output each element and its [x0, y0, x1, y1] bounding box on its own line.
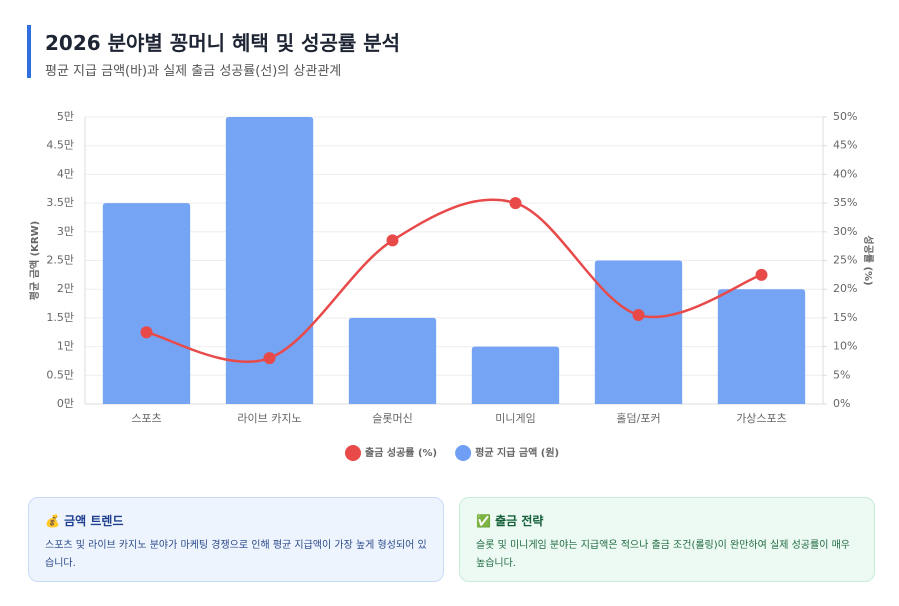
y2-tick-label: 50% [833, 110, 857, 123]
bar [225, 117, 314, 404]
point [509, 197, 522, 210]
chart: 0만 0.5만 1만 1.5만 2만 2.5만 3만 3.5만 4만 4.5만 5만 0% 5% 10% 1… [28, 110, 875, 461]
y-tick-label: 3.5만 [46, 196, 74, 209]
point [140, 326, 153, 339]
legend-label: 평균 지급 금액 (원) [475, 446, 559, 459]
card: ✅ 출금 전략 슬롯 및 미니게임 분야는 지급액은 적으나 출금 조건(롤링)… [459, 497, 875, 582]
y-tick-label: 1만 [57, 340, 74, 353]
y2-tick-label: 0% [833, 397, 850, 410]
point [386, 234, 399, 247]
y2-tick-label: 15% [833, 311, 857, 324]
y-tick-label: 1.5만 [46, 311, 74, 324]
card-text: 슬롯 및 미니게임 분야는 지급액은 적으나 출금 조건(롤링)이 완만하여 실… [476, 540, 850, 569]
x-tick-label: 라이브 카지노 [237, 412, 301, 425]
line [146, 198, 762, 364]
y-tick-label: 0.5만 [46, 368, 74, 381]
y2-axis-label: 성공률 (%) [862, 235, 875, 285]
y-tick-label: 0만 [57, 397, 74, 410]
x-tick-label: 미니게임 [495, 412, 535, 425]
y2-tick-label: 25% [833, 254, 857, 267]
x-tick-label: 가상스포츠 [736, 412, 787, 425]
x-tick-label: 스포츠 [131, 412, 161, 425]
bar [348, 317, 437, 404]
y2-tick-label: 35% [833, 196, 857, 209]
y2-tick-label: 30% [833, 225, 857, 238]
point [755, 268, 768, 281]
y-tick-label: 2.5만 [46, 254, 74, 267]
legend-marker [345, 445, 361, 461]
x-tick-label: 슬롯머신 [372, 412, 412, 425]
chart-title: 2026 분야별 꽁머니 혜택 및 성공률 분석 [45, 31, 401, 55]
y-tick-label: 5만 [57, 110, 74, 123]
legend-label: 출금 성공률 (%) [365, 446, 437, 459]
y2-tick-label: 45% [833, 139, 857, 152]
y2-tick-label: 40% [833, 167, 857, 180]
bar [717, 289, 806, 404]
card: 💰 금액 트렌드 스포츠 및 라이브 카지노 분야가 마케팅 경쟁으로 인해 평… [28, 497, 444, 582]
card-title: 💰 금액 트렌드 [45, 514, 124, 528]
y2-tick-label: 20% [833, 282, 857, 295]
card-title: ✅ 출금 전략 [476, 514, 544, 528]
point [632, 309, 645, 322]
y2-tick-label: 5% [833, 368, 850, 381]
y-tick-label: 3만 [57, 225, 74, 238]
y-tick-label: 2만 [57, 282, 74, 295]
card-text: 스포츠 및 라이브 카지노 분야가 마케팅 경쟁으로 인해 평균 지급액이 가장… [45, 540, 427, 569]
y-tick-label: 4만 [57, 167, 74, 180]
title-accent [27, 25, 31, 78]
point [263, 352, 276, 365]
bar [102, 203, 191, 404]
chart-subtitle: 평균 지급 금액(바)과 실제 출금 성공률(선)의 상관관계 [45, 64, 342, 79]
y-axis-label: 평균 금액 (KRW) [28, 221, 41, 300]
bar [471, 346, 560, 404]
y-tick-label: 4.5만 [46, 139, 74, 152]
y2-tick-label: 10% [833, 340, 857, 353]
x-tick-label: 홀덤/포커 [616, 412, 660, 425]
bar [594, 260, 683, 404]
legend-marker [455, 445, 472, 461]
